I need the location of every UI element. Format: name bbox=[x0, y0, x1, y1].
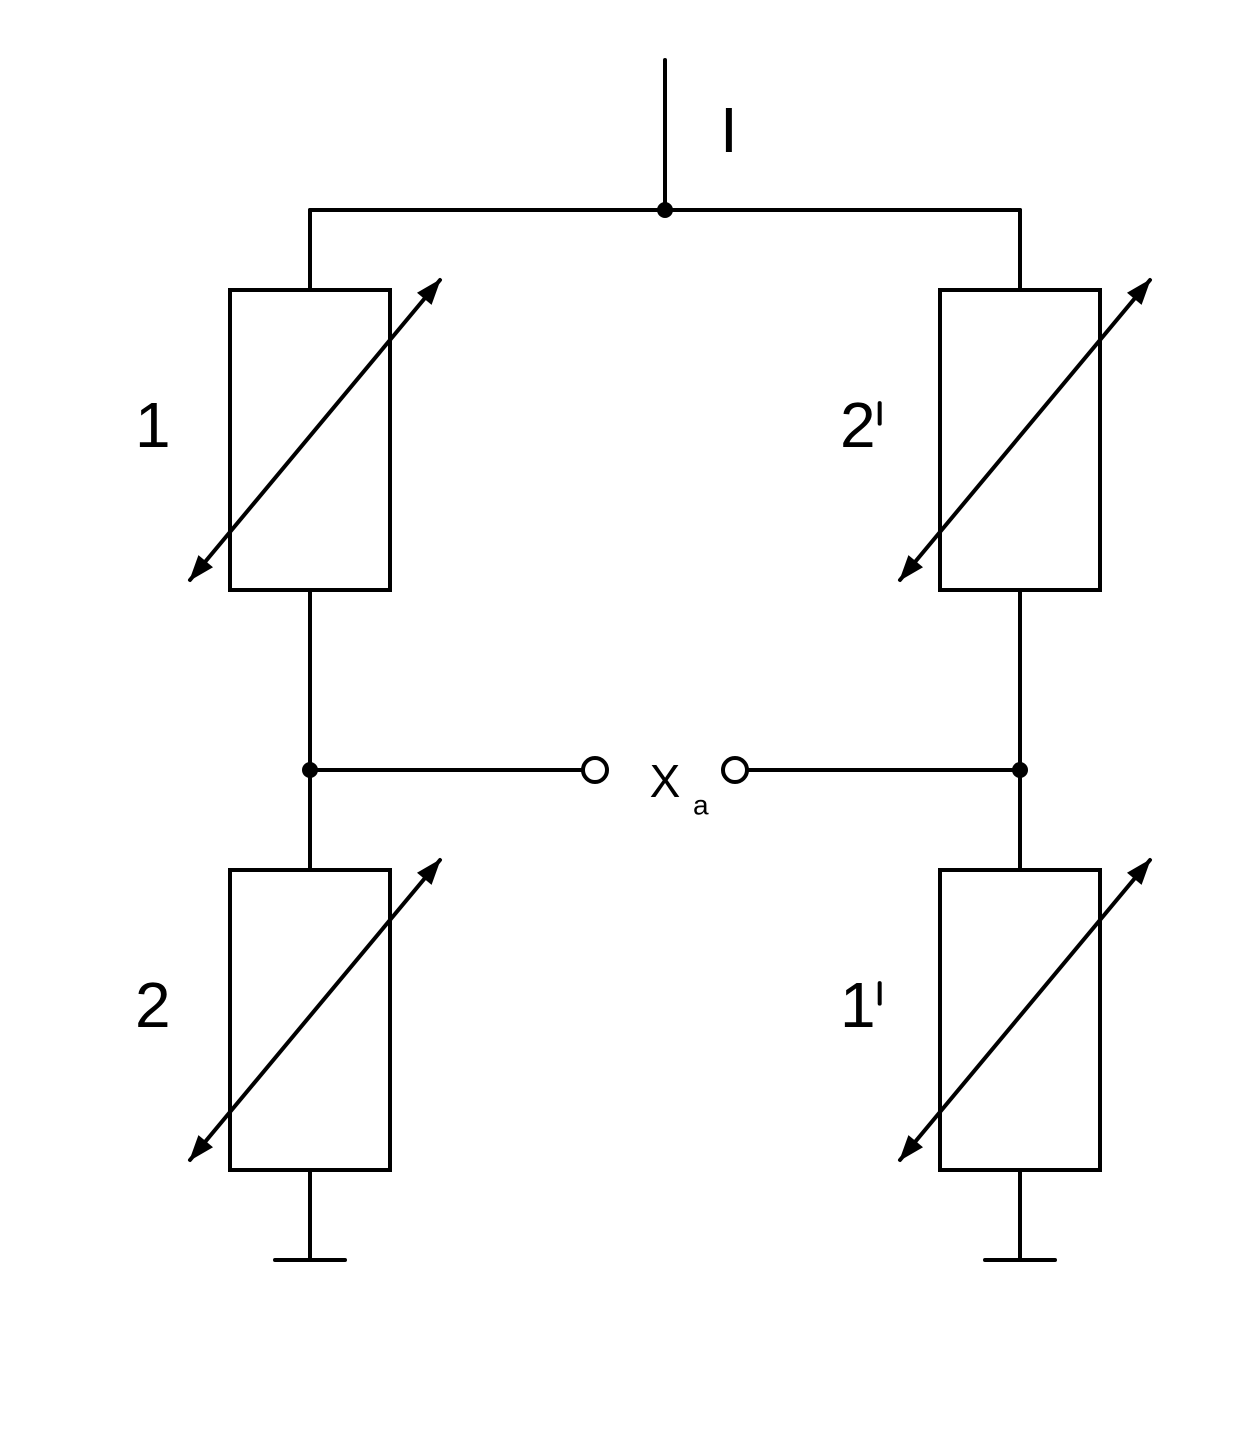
bridge-subscript: a bbox=[693, 789, 709, 820]
resistor-label: 2 bbox=[135, 969, 171, 1041]
resistor-label: 2 bbox=[840, 389, 876, 461]
resistor-label: 1 bbox=[135, 389, 171, 461]
canvas-bg bbox=[0, 0, 1248, 1447]
bridge-label: X bbox=[650, 755, 681, 807]
bridge-circuit-diagram: Xa 1 2 2 1 I bbox=[0, 0, 1248, 1447]
input-current-label: I bbox=[720, 94, 738, 166]
resistor-label: 1 bbox=[840, 969, 876, 1041]
